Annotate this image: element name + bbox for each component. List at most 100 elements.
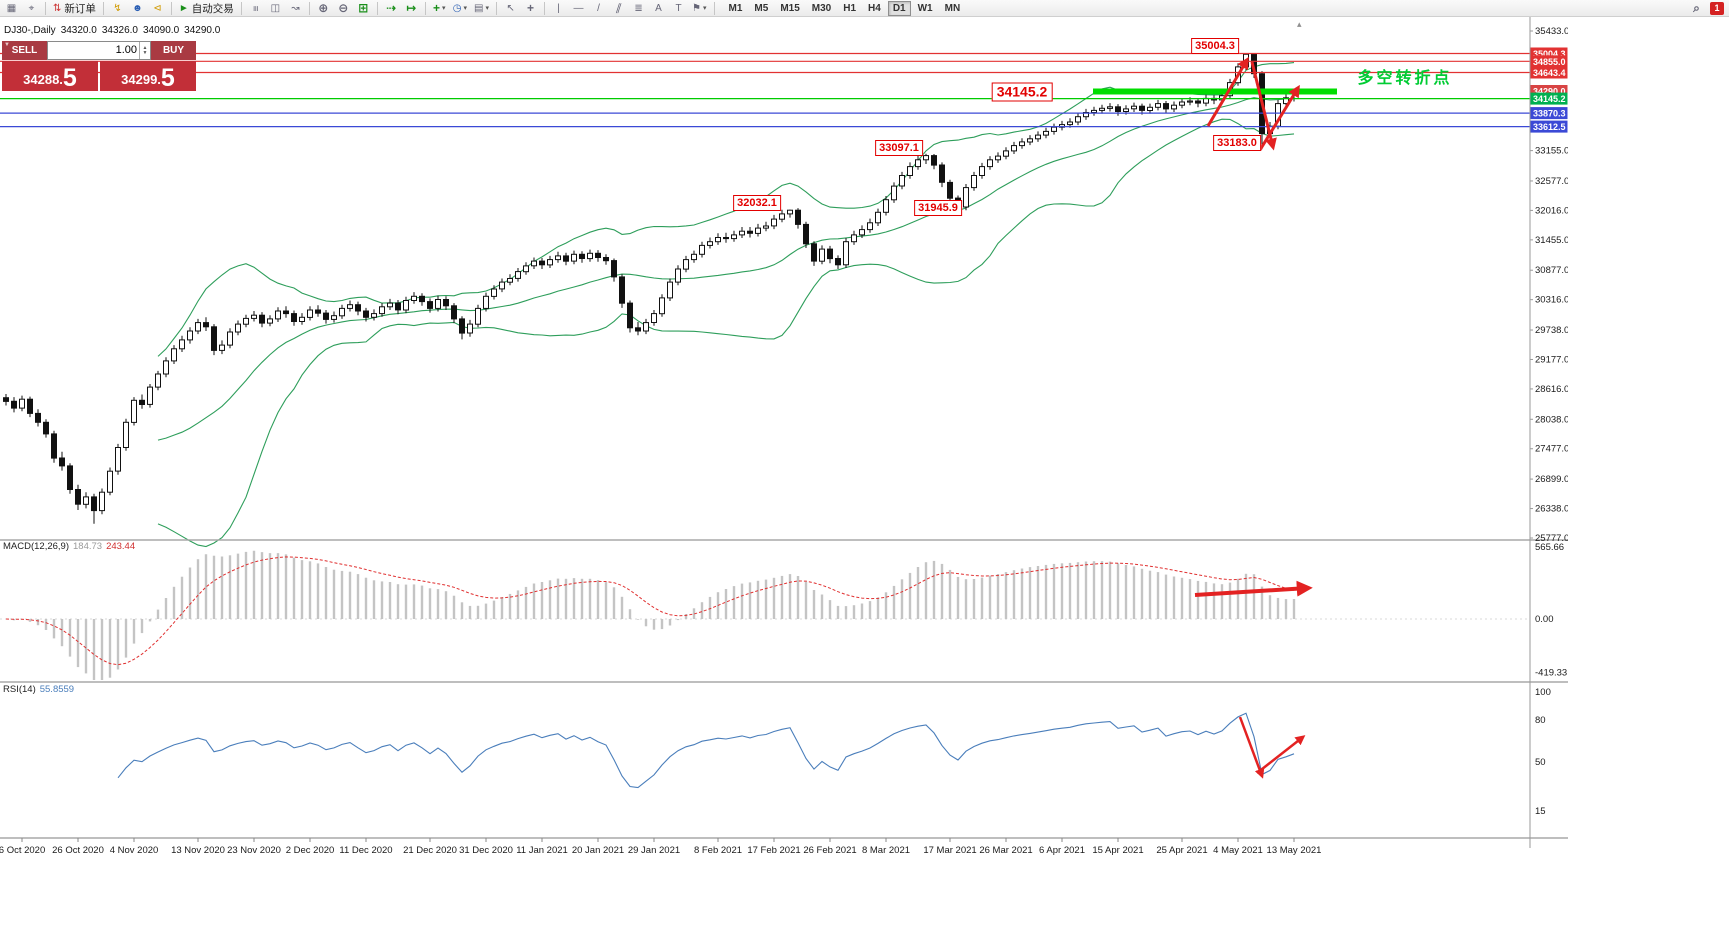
tile-windows-button[interactable]: ⊞ [354,1,373,16]
new-order-button[interactable]: ⇅ 新订单 [50,1,99,16]
sell-price: 34288. [23,72,63,87]
zoom-window-icon: ⌖ [28,2,35,14]
cursor-button[interactable]: ↖ [501,1,520,16]
timeframe-m30[interactable]: M30 [811,2,832,14]
buy-price-big-digit: 5 [160,64,175,92]
rsi-line [117,712,1295,789]
rsi-value: 55.8559 [39,684,75,695]
line-chart-button[interactable]: ↝ [286,1,305,16]
svg-text:29 Jan 2021: 29 Jan 2021 [628,845,680,856]
spin-down-icon[interactable]: ▼ [142,49,148,56]
svg-text:26899.0: 26899.0 [1535,474,1568,485]
templates-button[interactable]: ▤ ▾ [471,1,492,16]
crosshair-button[interactable]: + [521,1,540,16]
svg-text:34643.4: 34643.4 [1533,68,1566,78]
volume-stepper[interactable]: ▲ ▼ [139,42,150,59]
auto-trading-button[interactable]: ► 自动交易 [176,1,237,16]
zoom-out-button[interactable]: ⊖ [334,1,353,16]
svg-text:32016.0: 32016.0 [1535,205,1568,216]
timeframe-w1[interactable]: W1 [917,2,933,14]
svg-text:26 Mar 2021: 26 Mar 2021 [979,845,1032,856]
periods-button[interactable]: ◷ ▾ [450,1,470,16]
svg-text:33612.5: 33612.5 [1533,122,1566,132]
chart-shift-button[interactable]: ↦ [402,1,421,16]
notifications-badge[interactable]: 1 [1710,1,1724,15]
svg-text:4 May 2021: 4 May 2021 [1213,845,1263,856]
vertical-line-button[interactable]: | [549,1,568,16]
fibonacci-button[interactable]: ≣ [629,1,648,16]
bar-chart-button[interactable]: ≡ [246,1,265,16]
indicators-button[interactable]: + ▾ [430,1,449,16]
fibonacci-icon: ≣ [634,2,643,14]
search-icon: ⌕ [1693,0,1700,15]
timeframe-mn[interactable]: MN [944,2,961,14]
toolbar: ▦ ⌖ ⇅ 新订单 ↯ ☻ ⊲ ► 自动交易 ≡ ◫ ↝ ⊕ ⊖ ⊞ ⇢ ↦ +… [0,0,1729,17]
svg-text:8 Mar 2021: 8 Mar 2021 [862,845,910,856]
expert-advisors-button[interactable]: ↯ [108,1,127,16]
horizontal-line-icon: — [573,2,584,14]
svg-text:23 Nov 2020: 23 Nov 2020 [227,845,281,856]
trend-arrows[interactable] [1194,56,1313,779]
turning-point-label[interactable]: 多空转折点 [1357,70,1453,87]
macd-main-value: 184.73 [73,541,103,552]
price-annotation[interactable]: 32032.1 [733,195,781,211]
svg-text:80: 80 [1535,715,1546,726]
horizontal-price-lines[interactable] [0,52,1530,128]
buy-button[interactable]: BUY [151,41,196,60]
text-button[interactable]: A [649,1,668,16]
contacts-button[interactable]: ☻ [128,1,147,16]
trade-panel-collapse-icon[interactable]: ▼ [4,42,10,48]
svg-text:17 Mar 2021: 17 Mar 2021 [923,845,976,856]
alerts-button[interactable]: ⊲ [148,1,167,16]
buy-price: 34299. [121,72,161,87]
zoom-in-icon: ⊕ [318,1,329,15]
candlestick-chart-icon: ◫ [270,2,281,14]
svg-text:20 Jan 2021: 20 Jan 2021 [572,845,624,856]
ohlc-low: 34090.0 [143,25,180,36]
timeframe-h1[interactable]: H1 [843,2,857,14]
play-icon: ► [178,2,189,14]
chart-shift-marker-icon[interactable]: ▴ [1297,19,1302,29]
charts-window-button[interactable]: ▦ [2,1,21,16]
timeframe-m15[interactable]: M15 [780,2,800,14]
timeframe-m5[interactable]: M5 [754,2,769,14]
equidistant-channel-icon: ∥ [614,2,623,14]
svg-text:11 Dec 2020: 11 Dec 2020 [339,845,392,856]
svg-text:29738.0: 29738.0 [1535,325,1568,336]
channel-button[interactable]: ∥ [609,1,628,16]
clock-icon: ◷ [452,2,462,14]
search-button[interactable]: ⌕ [1687,1,1706,16]
svg-text:28038.0: 28038.0 [1535,414,1568,425]
timeframe-d1[interactable]: D1 [887,0,911,16]
trendline-button[interactable]: / [589,1,608,16]
ohlc-open: 34320.0 [60,25,97,36]
toolbar-separator [170,1,172,15]
arrows-button[interactable]: ⚑ ▾ [689,1,709,16]
sell-price-display[interactable]: 34288. 5 [2,61,98,91]
price-annotation[interactable]: 33097.1 [875,140,923,156]
horizontal-line-button[interactable]: — [569,1,588,16]
price-annotation[interactable]: 34145.2 [991,82,1053,102]
timeframe-h4[interactable]: H4 [868,2,881,14]
buy-price-display[interactable]: 34299. 5 [100,61,196,91]
svg-text:25777.0: 25777.0 [1535,533,1568,544]
timeframe-m1[interactable]: M1 [728,2,743,14]
sell-button[interactable]: ▼ SELL [2,41,47,60]
vertical-line-icon: | [557,2,560,14]
toolbar-separator [496,1,498,15]
price-annotation[interactable]: 31945.9 [914,200,962,216]
expert-advisor-icon: ↯ [113,2,122,14]
spin-up-icon[interactable]: ▲ [142,44,148,51]
candlestick-chart-button[interactable]: ◫ [266,1,285,16]
price-annotation[interactable]: 33183.0 [1213,135,1261,151]
zoom-in-button[interactable]: ⊕ [314,1,333,16]
chart-canvas[interactable]: 35433.0 33155.0 32577.0 32016.0 31455.0 30877… [0,17,1568,860]
zoom-window-button[interactable]: ⌖ [22,1,41,16]
text-label-button[interactable]: T [669,1,688,16]
svg-text:4 Nov 2020: 4 Nov 2020 [110,845,159,856]
price-annotation[interactable]: 35004.3 [1191,38,1239,54]
volume-input[interactable]: 1.00 ▲ ▼ [47,41,151,60]
auto-scroll-button[interactable]: ⇢ [382,1,401,16]
svg-text:15: 15 [1535,806,1546,817]
